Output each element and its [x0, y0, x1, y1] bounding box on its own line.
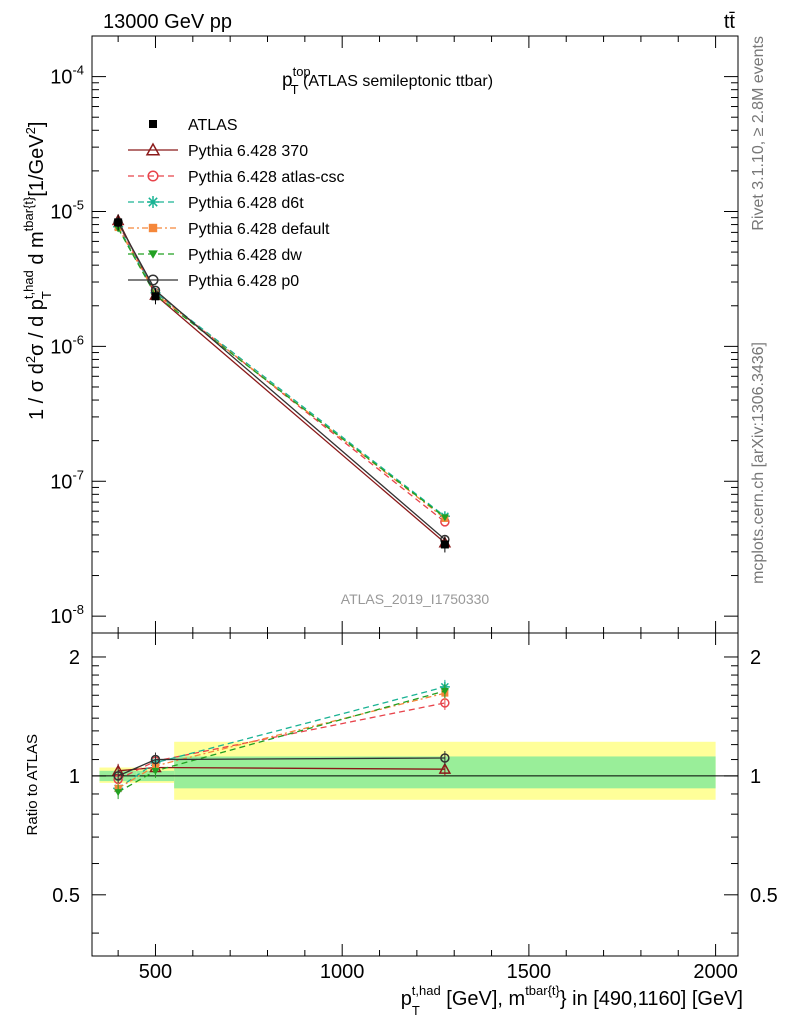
ratio-tick-label-right: 1 — [750, 766, 761, 788]
mcplots-label: mcplots.cern.ch [arXiv:1306.3436] — [750, 342, 767, 584]
rivet-label: Rivet 3.1.10, ≥ 2.8M events — [750, 36, 767, 231]
title-sub: T — [291, 82, 299, 97]
series-line — [117, 228, 446, 518]
x-tick-label: 1000 — [320, 961, 365, 983]
header-process: tt̄ — [724, 11, 736, 33]
series-marker — [147, 170, 159, 182]
ratio-panel: 0.5 0.5 1 1 2 2 Ratio to ATLAS — [24, 632, 778, 957]
ratio-tick-label-right: 2 — [750, 647, 761, 669]
x-tick-label: 500 — [139, 961, 172, 983]
title-p: p — [282, 70, 293, 91]
x-tick-labels: 500 1000 1500 2000 — [139, 961, 738, 983]
series-line — [117, 227, 446, 519]
legend-label: Pythia 6.428 370 — [188, 143, 308, 160]
series-line — [117, 226, 446, 517]
legend-label: Pythia 6.428 p0 — [188, 273, 299, 290]
ratio-tick-label: 1 — [69, 766, 80, 788]
series-marker — [148, 250, 158, 259]
x-axis-label: pTt,had [GeV], mtbar{t}} in [490,1160] [… — [401, 983, 743, 1018]
ratio-bands — [92, 741, 738, 800]
title-rest: (ATLAS semileptonic ttbar) — [299, 73, 493, 90]
x-tick-label: 1500 — [507, 961, 552, 983]
series-line — [117, 220, 446, 544]
series-marker — [148, 223, 158, 233]
y-tick-label: 10-7 — [50, 467, 84, 493]
y-tick-label: 10-8 — [50, 602, 84, 628]
x-tick-label: 2000 — [693, 961, 738, 983]
plot-title: ptop T (ATLAS semileptonic ttbar) — [282, 64, 493, 97]
legend-label: Pythia 6.428 d6t — [188, 195, 304, 212]
series-marker — [440, 514, 449, 522]
series-line — [117, 223, 446, 523]
ratio-y-label: Ratio to ATLAS — [24, 734, 41, 835]
main-axis-ticks: 10-8 10-7 10-6 10-5 10-4 — [50, 35, 738, 633]
series-marker — [147, 274, 159, 286]
header-energy: 13000 GeV pp — [103, 11, 232, 33]
legend-label: ATLAS — [188, 117, 238, 134]
legend-label: Pythia 6.428 default — [188, 221, 330, 238]
ratio-tick-label-right: 0.5 — [750, 885, 778, 907]
data-marker — [149, 120, 157, 128]
y-tick-label: 10-4 — [50, 63, 84, 89]
y-tick-label: 10-6 — [50, 332, 84, 358]
title-sup: top — [293, 64, 311, 79]
ratio-frame — [91, 632, 739, 957]
legend: ATLAS Pythia 6.428 370 Pythia 6.428 atlas-… — [128, 117, 345, 290]
main-series — [111, 213, 452, 553]
legend-label: Pythia 6.428 atlas-csc — [188, 169, 345, 186]
ratio-tick-label: 0.5 — [52, 885, 80, 907]
y-tick-label: 10-5 — [50, 197, 84, 223]
ratio-axis-ticks: 0.5 0.5 1 1 2 2 — [52, 633, 778, 956]
analysis-watermark: ATLAS_2019_I1750330 — [341, 591, 490, 607]
series-marker — [147, 196, 159, 208]
ratio-tick-label: 2 — [69, 647, 80, 669]
series-marker — [145, 142, 161, 156]
legend-label: Pythia 6.428 dw — [188, 247, 302, 264]
main-panel: 10-8 10-7 10-6 10-5 10-4 ptop T (ATLAS semile… — [21, 35, 739, 634]
y-axis-label: 1 / σ d2σ / d pTt,had d mtbar{t}[1/GeV2] — [21, 122, 54, 420]
ratio-series — [111, 679, 452, 800]
series-line — [117, 222, 446, 540]
